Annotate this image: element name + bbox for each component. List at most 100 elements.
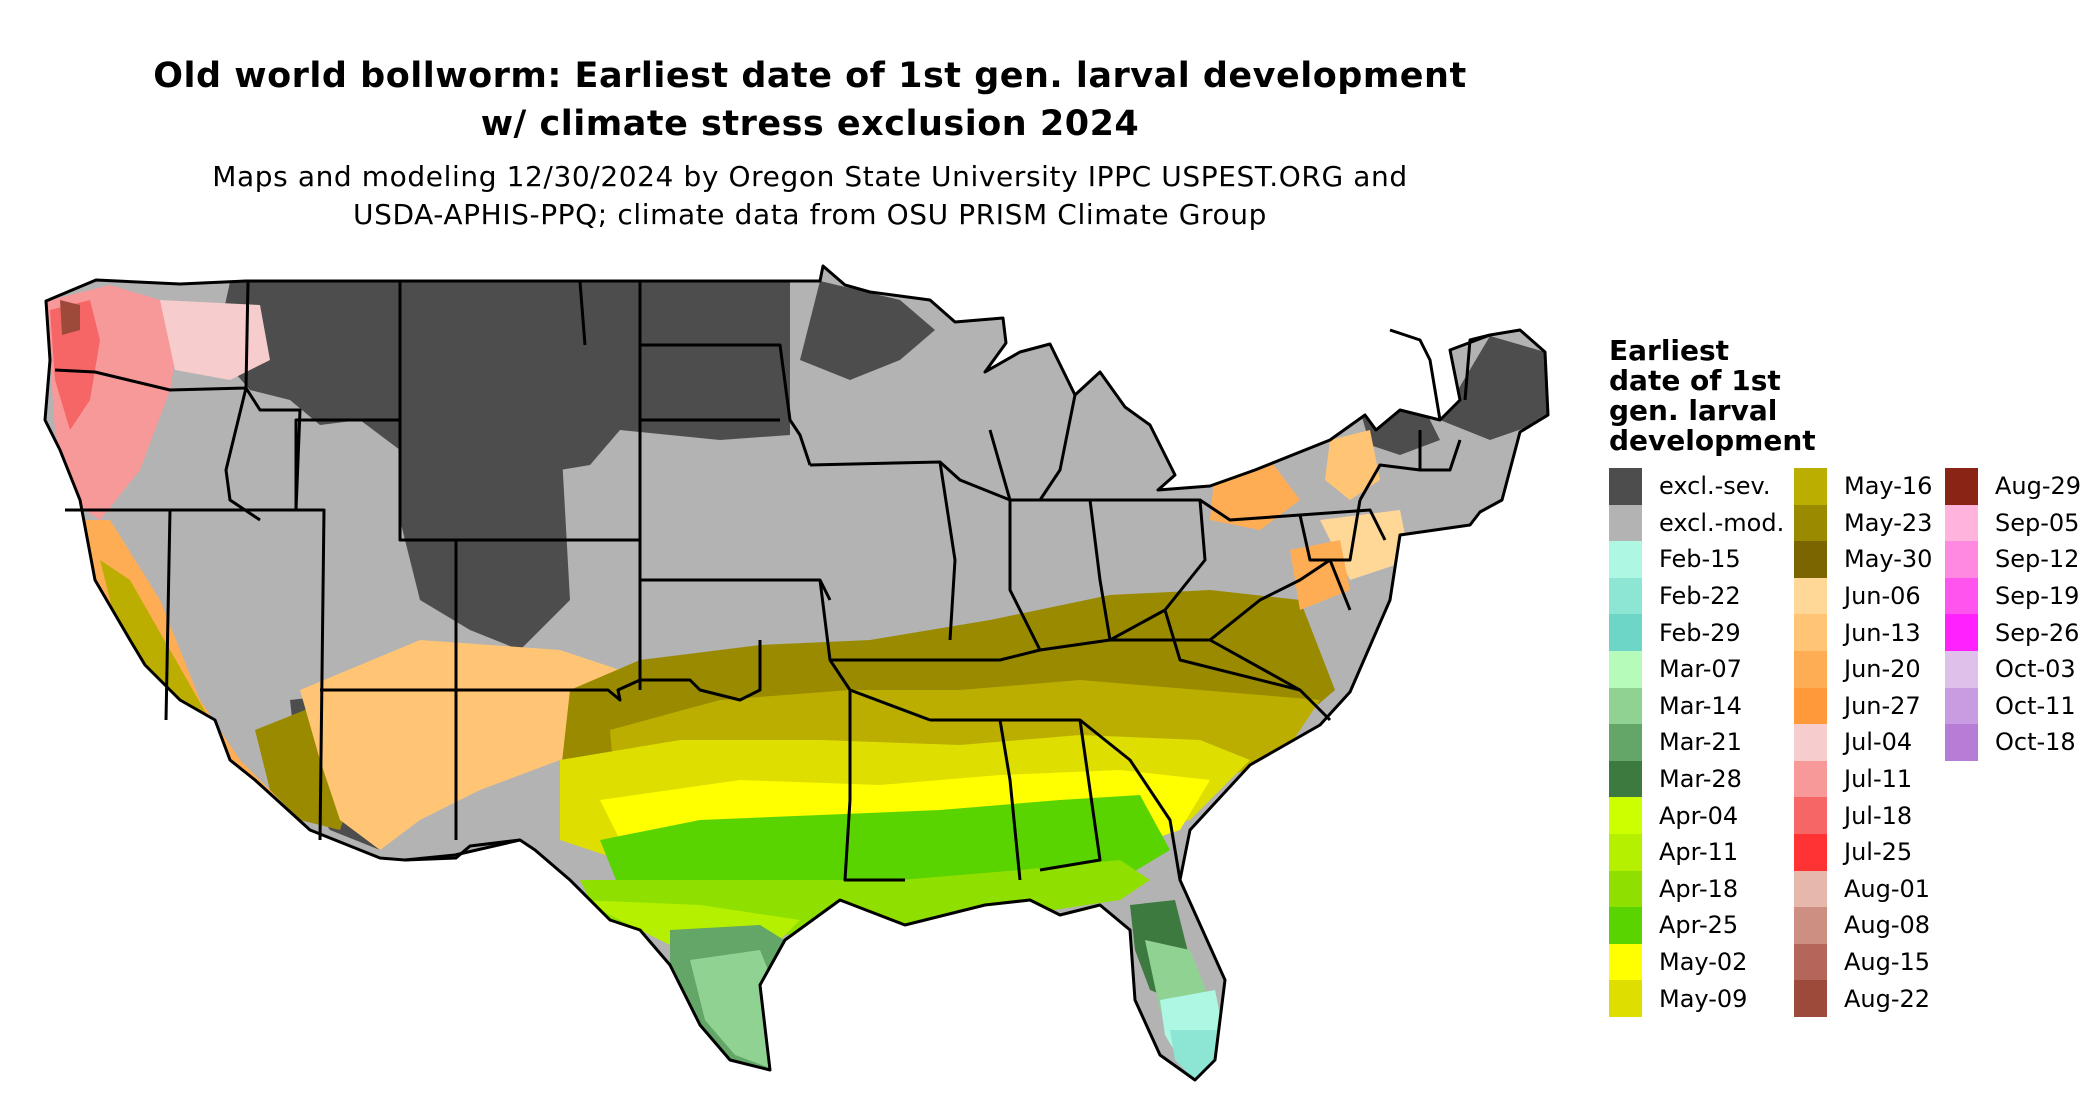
legend-swatch — [1794, 797, 1827, 834]
legend-swatch — [1945, 724, 1978, 761]
legend-swatch — [1794, 833, 1827, 871]
legend-item: Mar-28 — [1609, 760, 1784, 798]
legend-label: excl.-sev. — [1659, 472, 1771, 501]
legend-swatch — [1609, 614, 1642, 651]
legend-label: May-09 — [1659, 984, 1748, 1013]
legend-label: Jul-18 — [1844, 801, 1913, 830]
legend-swatch — [1945, 504, 1978, 542]
legend-label: Jun-20 — [1844, 655, 1921, 684]
legend-item: Feb-29 — [1609, 614, 1784, 651]
legend-swatch — [1609, 650, 1642, 688]
legend-swatch — [1794, 541, 1827, 578]
legend-item: Oct-18 — [1945, 724, 2081, 761]
legend-swatch — [1945, 687, 1978, 725]
legend-swatch — [1609, 541, 1642, 578]
legend-swatch — [1609, 577, 1642, 615]
legend-swatch — [1945, 577, 1978, 615]
legend-swatch — [1794, 687, 1827, 725]
legend-swatch — [1794, 650, 1827, 688]
legend-swatch — [1794, 577, 1827, 615]
legend-label: Oct-11 — [1995, 691, 2076, 720]
legend-label: Sep-05 — [1995, 508, 2080, 537]
legend-label: Oct-03 — [1995, 655, 2076, 684]
legend-swatch — [1794, 980, 1827, 1017]
legend-label: Jun-06 — [1844, 582, 1921, 611]
legend-swatch — [1945, 468, 1978, 505]
legend-label: excl.-mod. — [1659, 508, 1785, 537]
legend-item: May-09 — [1609, 980, 1784, 1017]
legend-item: Jun-13 — [1794, 614, 1932, 651]
legend-label: Feb-22 — [1659, 582, 1741, 611]
legend-label: Aug-01 — [1844, 874, 1931, 903]
legend-item: excl.-mod. — [1609, 504, 1785, 542]
legend-item: May-16 — [1794, 468, 1932, 505]
legend-item: Sep-26 — [1945, 614, 2081, 651]
legend-label: Jul-04 — [1844, 728, 1913, 757]
title-line-2: w/ climate stress exclusion 2024 — [480, 104, 1140, 144]
legend-item: Jun-06 — [1794, 577, 1932, 615]
legend-swatch — [1609, 504, 1642, 542]
map-subtitle: Maps and modeling 12/30/2024 by Oregon S… — [60, 158, 1560, 234]
map-fill — [45, 266, 1548, 1080]
legend-label: Apr-04 — [1659, 801, 1739, 830]
legend-label: Jun-13 — [1844, 618, 1921, 647]
title-line-1: Old world bollworm: Earliest date of 1st… — [153, 56, 1467, 96]
legend-swatch — [1609, 468, 1642, 505]
legend-swatch — [1609, 760, 1642, 798]
legend-item: Apr-04 — [1609, 797, 1784, 834]
state-borders — [43, 264, 1550, 1082]
legend-item: Mar-07 — [1609, 650, 1784, 688]
legend-item: Oct-11 — [1945, 687, 2081, 725]
legend-label: Sep-12 — [1995, 545, 2080, 574]
legend-column-2: May-16 May-23 May-30 Jun-06 Jun-13 Jun-20 Jun-… — [1794, 468, 1932, 1017]
legend-item: excl.-sev. — [1609, 468, 1784, 505]
legend-label: May-16 — [1844, 472, 1933, 501]
legend-item: Mar-21 — [1609, 724, 1784, 761]
legend-swatch — [1794, 943, 1827, 981]
legend-item: Apr-11 — [1609, 833, 1784, 871]
subtitle-line-1: Maps and modeling 12/30/2024 by Oregon S… — [212, 160, 1408, 193]
legend-swatch — [1794, 504, 1827, 542]
legend-item: May-23 — [1794, 504, 1932, 542]
legend-swatch — [1794, 760, 1827, 798]
legend-label: Aug-08 — [1844, 911, 1931, 940]
legend-title-line: gen. larval — [1609, 394, 1778, 427]
legend-label: Jul-25 — [1844, 838, 1913, 867]
legend-swatch — [1794, 907, 1827, 944]
legend-item: Jul-04 — [1794, 724, 1932, 761]
legend-swatch — [1945, 614, 1978, 651]
map-title: Old world bollworm: Earliest date of 1st… — [60, 52, 1560, 148]
legend-item: May-02 — [1609, 943, 1784, 981]
legend-item: Sep-12 — [1945, 541, 2081, 578]
legend-title-line: Earliest — [1609, 334, 1730, 367]
legend-item: Jul-25 — [1794, 833, 1932, 871]
legend-label: Mar-28 — [1659, 765, 1742, 794]
legend-column-3: Aug-29 Sep-05 Sep-12 Sep-19 Sep-26 Oct-03 Oct-… — [1945, 468, 2081, 761]
legend-label: Aug-29 — [1995, 472, 2082, 501]
legend-label: Feb-29 — [1659, 618, 1741, 647]
legend-swatch — [1609, 943, 1642, 981]
legend-label: Aug-15 — [1844, 948, 1931, 977]
legend-column-1: excl.-sev. excl.-mod. Feb-15 Feb-22 Feb-29 Ma… — [1609, 468, 1784, 1017]
legend-title-line: date of 1st — [1609, 364, 1781, 397]
legend-item: Apr-18 — [1609, 870, 1784, 908]
legend-item: Jun-20 — [1794, 650, 1932, 688]
legend-swatch — [1609, 833, 1642, 871]
legend-item: Apr-25 — [1609, 907, 1784, 944]
legend-item: Aug-01 — [1794, 870, 1932, 908]
legend-swatch — [1794, 724, 1827, 761]
legend-label: Feb-15 — [1659, 545, 1741, 574]
legend-label: Mar-14 — [1659, 691, 1742, 720]
subtitle-line-2: USDA-APHIS-PPQ; climate data from OSU PR… — [353, 198, 1267, 231]
legend-item: Aug-22 — [1794, 980, 1932, 1017]
legend-swatch — [1609, 687, 1642, 725]
legend-label: Apr-11 — [1659, 838, 1739, 867]
legend-label: Oct-18 — [1995, 728, 2076, 757]
legend-title-line: development — [1609, 424, 1816, 457]
legend-swatch — [1609, 870, 1642, 908]
us-map — [43, 264, 1550, 1082]
legend-item: Jul-11 — [1794, 760, 1932, 798]
legend-swatch — [1945, 541, 1978, 578]
legend-swatch — [1609, 907, 1642, 944]
legend-item: Jul-18 — [1794, 797, 1932, 834]
